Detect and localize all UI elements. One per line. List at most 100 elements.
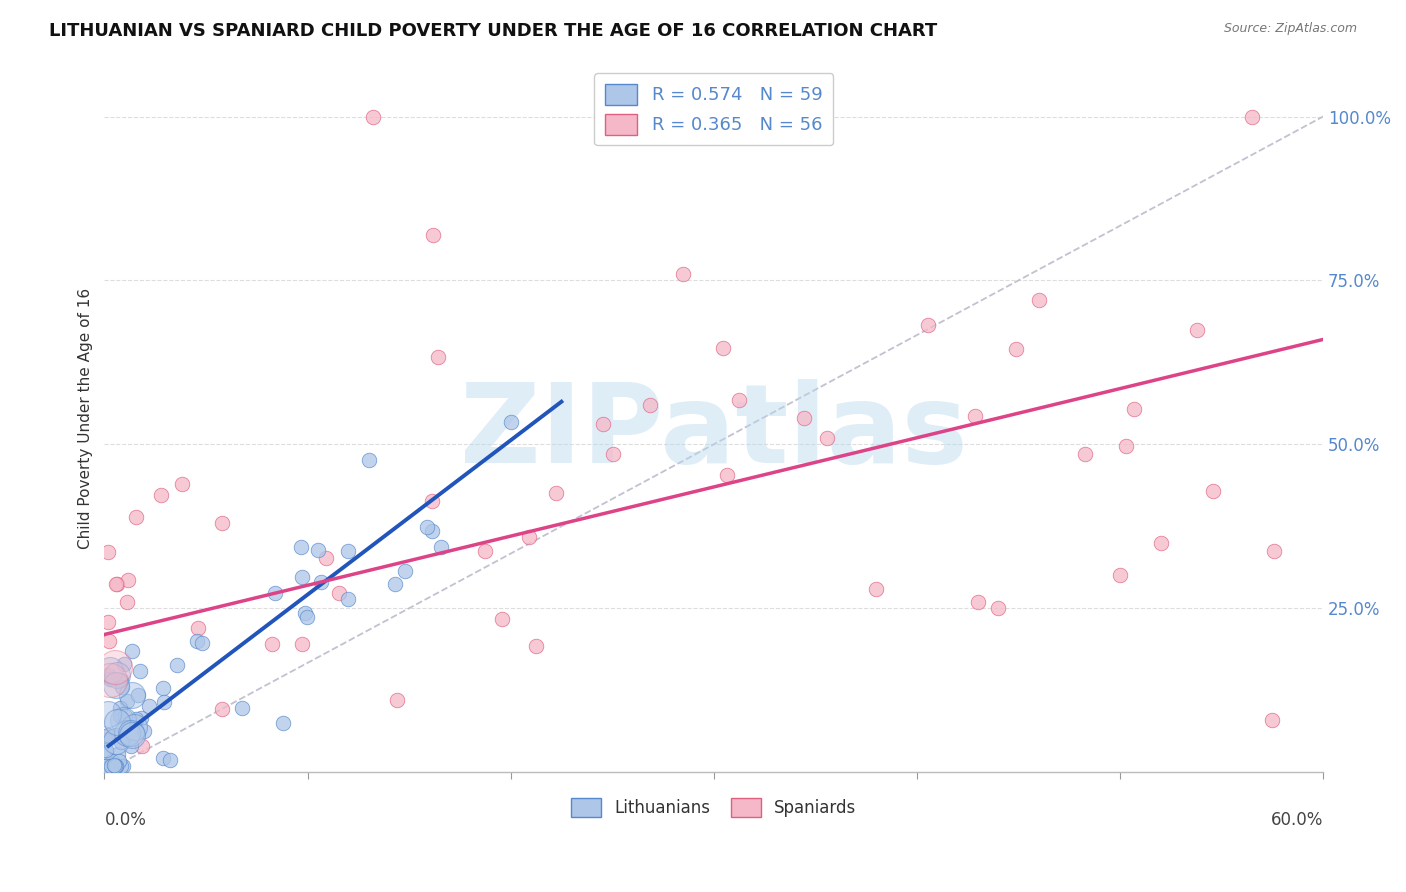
Point [309,574,332,589]
Text: ZIPatlas: ZIPatlas [460,379,967,486]
Point [430,541,453,555]
Point [129,711,152,725]
Point [108,701,131,715]
Point [105,715,128,730]
Point [108,709,131,723]
Point [104,577,127,591]
Point [592,417,614,432]
Point [865,582,887,596]
Point [127,689,149,703]
Point [150,488,173,502]
Point [111,681,134,695]
Point [103,758,125,772]
Point [114,708,136,723]
Point [420,493,443,508]
Point [294,606,316,620]
Point [672,267,695,281]
Point [422,227,444,242]
Point [638,398,661,412]
Point [124,720,146,734]
Point [337,592,360,607]
Point [159,753,181,767]
Point [132,723,155,738]
Point [394,564,416,578]
Point [100,758,122,772]
Point [104,758,127,772]
Point [602,447,624,461]
Point [120,726,142,740]
Point [385,693,408,707]
Legend: Lithuanians, Spaniards: Lithuanians, Spaniards [565,791,863,824]
Point [131,739,153,753]
Point [112,657,135,671]
Point [97,707,120,722]
Point [121,728,143,742]
Point [100,673,122,688]
Point [172,476,194,491]
Point [416,520,439,534]
Y-axis label: Child Poverty Under the Age of 16: Child Poverty Under the Age of 16 [79,287,93,549]
Point [112,713,135,727]
Point [711,341,734,355]
Point [96,745,118,759]
Point [103,660,125,674]
Text: 60.0%: 60.0% [1271,811,1323,829]
Point [115,595,138,609]
Point [427,350,450,364]
Point [107,747,129,762]
Point [97,668,120,682]
Point [108,755,131,769]
Point [384,576,406,591]
Point [474,544,496,558]
Point [101,755,124,769]
Point [361,110,384,124]
Point [105,668,128,682]
Point [125,510,148,524]
Point [716,468,738,483]
Point [1004,342,1026,356]
Point [1261,713,1284,727]
Point [104,758,127,772]
Point [96,742,118,756]
Point [110,673,132,687]
Point [104,678,127,692]
Point [501,416,523,430]
Point [1202,483,1225,498]
Point [1073,447,1095,461]
Point [295,609,318,624]
Point [152,681,174,696]
Point [420,524,443,539]
Point [291,570,314,584]
Point [105,758,128,772]
Point [1185,323,1208,337]
Point [97,728,120,742]
Point [546,485,568,500]
Point [328,585,350,599]
Point [524,639,547,653]
Point [97,545,120,559]
Point [966,595,988,609]
Point [917,318,939,333]
Point [271,716,294,731]
Point [264,586,287,600]
Point [965,409,987,424]
Point [315,550,337,565]
Point [97,729,120,743]
Point [101,758,124,772]
Point [260,637,283,651]
Point [987,601,1010,615]
Point [1149,535,1171,549]
Point [115,694,138,708]
Point [97,615,120,629]
Point [357,453,380,467]
Point [98,663,121,677]
Point [98,634,121,648]
Point [121,644,143,658]
Point [105,577,128,591]
Point [98,672,121,686]
Point [96,758,118,772]
Point [211,702,233,716]
Point [1122,402,1144,417]
Point [187,621,209,635]
Point [153,695,176,709]
